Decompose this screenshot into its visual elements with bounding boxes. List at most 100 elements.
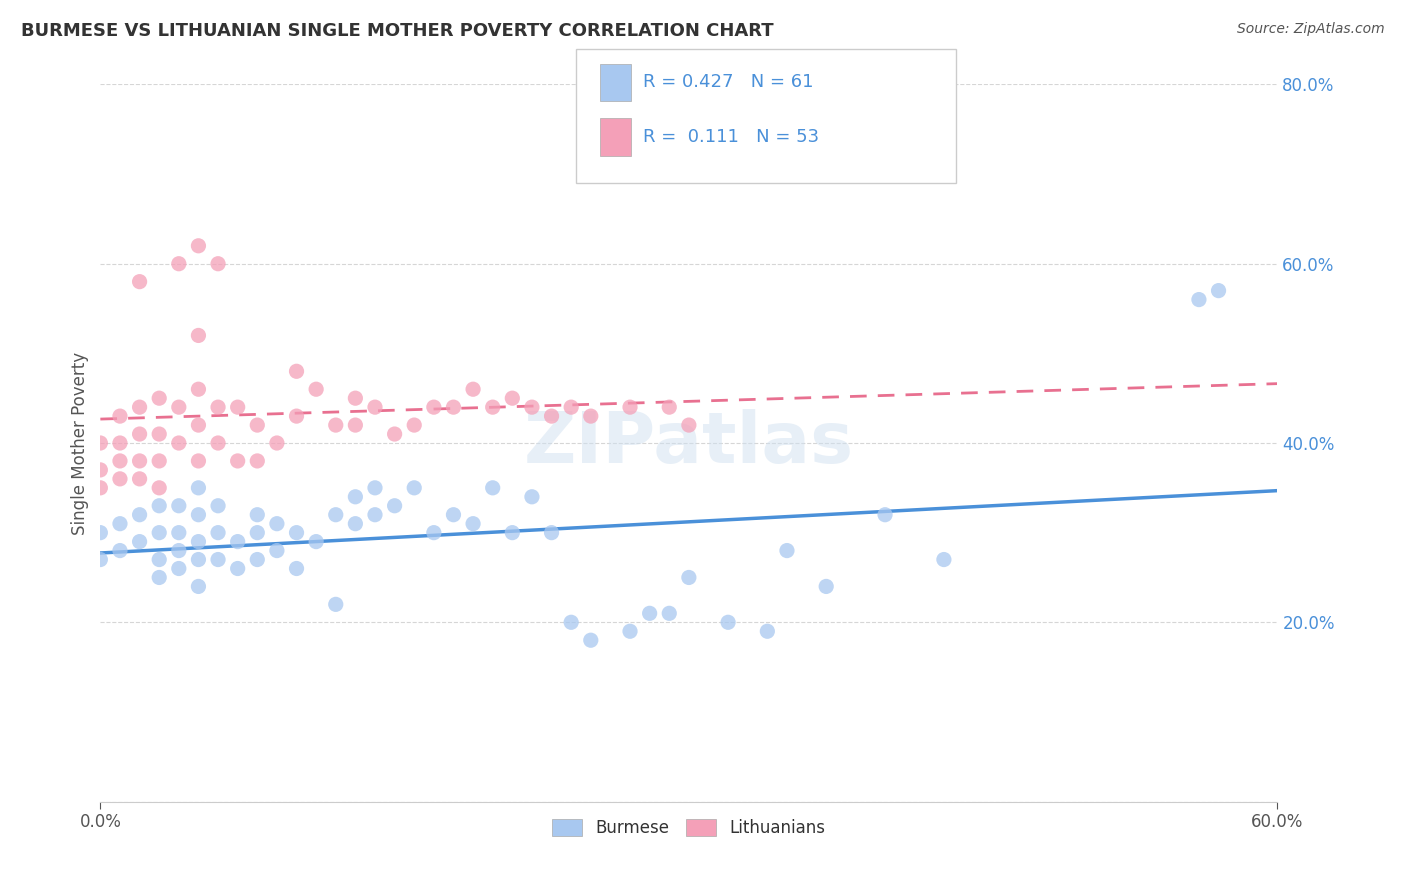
Point	[187, 534, 209, 549]
Point	[246, 508, 269, 522]
Point	[89, 481, 111, 495]
Point	[266, 516, 288, 531]
Point	[167, 561, 190, 575]
Point	[384, 427, 406, 442]
Point	[246, 525, 269, 540]
Text: ZIPatlas: ZIPatlas	[524, 409, 853, 477]
Point	[148, 454, 170, 468]
Point	[187, 552, 209, 566]
Point	[344, 490, 367, 504]
Point	[167, 525, 190, 540]
Point	[187, 382, 209, 396]
Point	[501, 391, 523, 405]
Text: Source: ZipAtlas.com: Source: ZipAtlas.com	[1237, 22, 1385, 37]
Point	[128, 472, 150, 486]
Point	[873, 508, 896, 522]
Point	[461, 382, 484, 396]
Point	[520, 400, 543, 414]
Point	[560, 400, 582, 414]
Point	[207, 525, 229, 540]
Point	[285, 525, 308, 540]
Point	[128, 508, 150, 522]
Point	[89, 552, 111, 566]
Point	[443, 400, 465, 414]
Point	[423, 525, 446, 540]
Point	[148, 391, 170, 405]
Point	[776, 543, 799, 558]
Y-axis label: Single Mother Poverty: Single Mother Poverty	[72, 351, 89, 534]
Text: R =  0.111   N = 53: R = 0.111 N = 53	[643, 128, 818, 146]
Point	[167, 257, 190, 271]
Point	[187, 454, 209, 468]
Point	[658, 607, 681, 621]
Point	[932, 552, 955, 566]
Point	[266, 543, 288, 558]
Point	[540, 409, 562, 423]
Point	[207, 257, 229, 271]
Point	[187, 579, 209, 593]
Point	[305, 534, 328, 549]
Point	[187, 481, 209, 495]
Point	[717, 615, 740, 630]
Point	[128, 534, 150, 549]
Point	[501, 525, 523, 540]
Point	[285, 409, 308, 423]
Point	[108, 436, 131, 450]
Point	[148, 427, 170, 442]
Point	[226, 400, 249, 414]
Point	[344, 391, 367, 405]
Point	[167, 400, 190, 414]
Point	[540, 525, 562, 540]
Point	[461, 516, 484, 531]
Point	[266, 436, 288, 450]
Point	[815, 579, 838, 593]
Point	[167, 436, 190, 450]
Point	[128, 400, 150, 414]
Point	[404, 418, 426, 433]
Point	[305, 382, 328, 396]
Point	[246, 552, 269, 566]
Point	[1208, 284, 1230, 298]
Point	[187, 239, 209, 253]
Point	[344, 516, 367, 531]
Point	[404, 481, 426, 495]
Point	[325, 508, 347, 522]
Point	[207, 552, 229, 566]
Point	[167, 499, 190, 513]
Point	[89, 463, 111, 477]
Point	[246, 454, 269, 468]
Point	[207, 436, 229, 450]
Point	[364, 481, 387, 495]
Point	[148, 570, 170, 584]
Point	[560, 615, 582, 630]
Point	[285, 561, 308, 575]
Point	[128, 427, 150, 442]
Point	[364, 508, 387, 522]
Point	[108, 409, 131, 423]
Point	[226, 454, 249, 468]
Point	[756, 624, 779, 639]
Point	[579, 633, 602, 648]
Point	[246, 418, 269, 433]
Point	[187, 418, 209, 433]
Text: BURMESE VS LITHUANIAN SINGLE MOTHER POVERTY CORRELATION CHART: BURMESE VS LITHUANIAN SINGLE MOTHER POVE…	[21, 22, 773, 40]
Point	[148, 552, 170, 566]
Point	[148, 499, 170, 513]
Point	[108, 454, 131, 468]
Point	[344, 418, 367, 433]
Point	[108, 543, 131, 558]
Point	[678, 570, 700, 584]
Point	[128, 454, 150, 468]
Point	[148, 481, 170, 495]
Point	[187, 328, 209, 343]
Legend: Burmese, Lithuanians: Burmese, Lithuanians	[546, 812, 832, 844]
Point	[678, 418, 700, 433]
Point	[443, 508, 465, 522]
Text: R = 0.427   N = 61: R = 0.427 N = 61	[643, 73, 813, 91]
Point	[481, 481, 503, 495]
Point	[423, 400, 446, 414]
Point	[89, 525, 111, 540]
Point	[226, 561, 249, 575]
Point	[226, 534, 249, 549]
Point	[167, 543, 190, 558]
